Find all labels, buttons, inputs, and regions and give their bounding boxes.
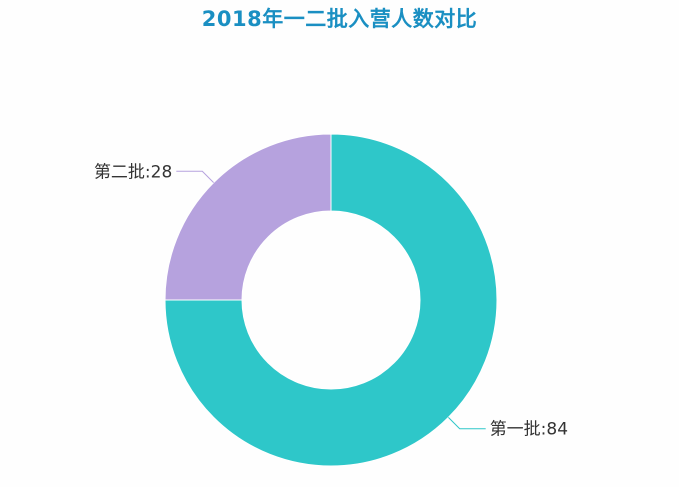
leader-line-1 [448,417,486,430]
slice-label-2: 第二批:28 [94,162,172,182]
slice-1[interactable] [164,133,498,467]
leader-line-2 [176,170,214,183]
chart-title: 2018年一二批入营人数对比 [201,7,478,31]
slice-label-1: 第一批:84 [490,420,568,440]
slice-2[interactable] [164,133,332,301]
